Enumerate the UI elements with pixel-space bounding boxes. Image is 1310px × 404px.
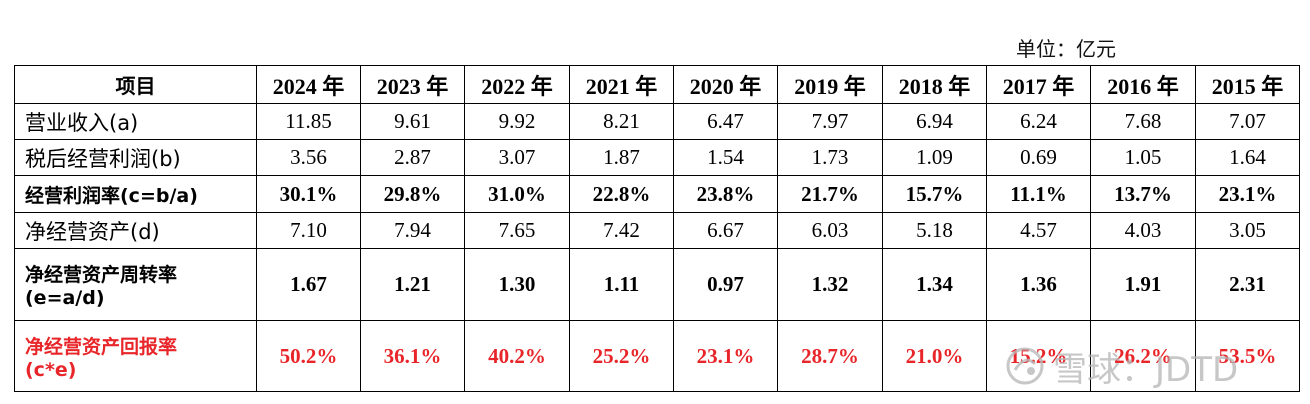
header-cell: 项目 — [14, 65, 257, 104]
table-cell: 6.67 — [673, 212, 778, 249]
table-cell: 29.8% — [360, 175, 465, 213]
table-cell: 2.31 — [1195, 248, 1300, 321]
table-cell: 28.7% — [777, 320, 883, 392]
table-cell: 6.03 — [777, 212, 883, 249]
table-cell: 36.1% — [360, 320, 465, 392]
header-cell: 2023 年 — [360, 65, 465, 104]
table-cell: 15.7% — [882, 175, 987, 213]
table-cell: 1.54 — [673, 139, 778, 176]
table-row: 净经营资产周转率 (e=a/d) 1.67 1.21 1.30 1.11 0.9… — [14, 248, 1300, 321]
table-cell: 7.65 — [464, 212, 570, 249]
table-cell: 1.91 — [1090, 248, 1196, 321]
table-cell: 7.97 — [777, 103, 883, 140]
table-cell: 2.87 — [360, 139, 465, 176]
table-cell: 6.47 — [673, 103, 778, 140]
table-row: 净经营资产回报率 (c*e) 50.2% 36.1% 40.2% 25.2% 2… — [14, 320, 1300, 392]
table-cell: 9.61 — [360, 103, 465, 140]
table-cell: 13.7% — [1090, 175, 1196, 213]
table-cell: 8.21 — [569, 103, 674, 140]
table-cell: 23.8% — [673, 175, 778, 213]
table-cell: 4.57 — [986, 212, 1091, 249]
table-cell: 6.94 — [882, 103, 987, 140]
row-label-line: (e=a/d) — [25, 287, 105, 309]
table-cell: 1.30 — [464, 248, 570, 321]
table-cell: 7.68 — [1090, 103, 1196, 140]
header-cell: 2021 年 — [569, 65, 674, 104]
table-cell: 1.87 — [569, 139, 674, 176]
row-label: 经营利润率(c=b/a) — [14, 175, 257, 213]
table-cell: 3.07 — [464, 139, 570, 176]
table-cell: 25.2% — [569, 320, 674, 392]
table-cell: 7.07 — [1195, 103, 1300, 140]
table-cell: 23.1% — [1195, 175, 1300, 213]
row-label-line: 净经营资产回报率 — [25, 335, 178, 358]
table-cell: 5.18 — [882, 212, 987, 249]
row-label: 营业收入(a) — [14, 103, 257, 140]
row-label: 净经营资产回报率 (c*e) — [14, 320, 257, 392]
table-cell: 1.73 — [777, 139, 883, 176]
table-cell: 11.1% — [986, 175, 1091, 213]
table-cell: 40.2% — [464, 320, 570, 392]
header-cell: 2015 年 — [1195, 65, 1300, 104]
header-cell: 2018 年 — [882, 65, 987, 104]
table-row: 营业收入(a) 11.85 9.61 9.92 8.21 6.47 7.97 6… — [14, 103, 1300, 140]
table-cell: 7.94 — [360, 212, 465, 249]
table-cell: 1.09 — [882, 139, 987, 176]
table-cell: 1.32 — [777, 248, 883, 321]
financial-table: 项目 2024 年 2023 年 2022 年 2021 年 2020 年 20… — [14, 65, 1300, 392]
table-cell: 1.11 — [569, 248, 674, 321]
header-cell: 2016 年 — [1090, 65, 1196, 104]
table-cell: 1.21 — [360, 248, 465, 321]
table-cell: 31.0% — [464, 175, 570, 213]
table-cell: 7.10 — [256, 212, 361, 249]
header-cell: 2024 年 — [256, 65, 361, 104]
table-cell: 21.7% — [777, 175, 883, 213]
table-cell: 1.05 — [1090, 139, 1196, 176]
header-cell: 2022 年 — [464, 65, 570, 104]
table-cell: 21.0% — [882, 320, 987, 392]
table-row: 税后经营利润(b) 3.56 2.87 3.07 1.87 1.54 1.73 … — [14, 139, 1300, 176]
header-cell: 2017 年 — [986, 65, 1091, 104]
table-cell: 7.42 — [569, 212, 674, 249]
table-cell: 26.2% — [1090, 320, 1196, 392]
table-cell: 22.8% — [569, 175, 674, 213]
table-cell: 15.2% — [986, 320, 1091, 392]
table-cell: 30.1% — [256, 175, 361, 213]
header-cell: 2020 年 — [673, 65, 778, 104]
table-cell: 0.69 — [986, 139, 1091, 176]
unit-label: 单位：亿元 — [1016, 37, 1116, 61]
table-cell: 4.03 — [1090, 212, 1196, 249]
table-cell: 9.92 — [464, 103, 570, 140]
table-row: 经营利润率(c=b/a) 30.1% 29.8% 31.0% 22.8% 23.… — [14, 175, 1300, 213]
table-row: 净经营资产(d) 7.10 7.94 7.65 7.42 6.67 6.03 5… — [14, 212, 1300, 249]
table-cell: 1.34 — [882, 248, 987, 321]
row-label-line: 净经营资产周转率 — [25, 264, 178, 286]
table-cell: 6.24 — [986, 103, 1091, 140]
header-cell: 2019 年 — [777, 65, 883, 104]
table-cell: 23.1% — [673, 320, 778, 392]
table-cell: 3.05 — [1195, 212, 1300, 249]
table-cell: 1.36 — [986, 248, 1091, 321]
table-cell: 11.85 — [256, 103, 361, 140]
table-cell: 0.97 — [673, 248, 778, 321]
table-cell: 1.64 — [1195, 139, 1300, 176]
table-cell: 50.2% — [256, 320, 361, 392]
row-label: 净经营资产周转率 (e=a/d) — [14, 248, 257, 321]
table-header-row: 项目 2024 年 2023 年 2022 年 2021 年 2020 年 20… — [14, 65, 1300, 104]
table-cell: 53.5% — [1195, 320, 1300, 392]
row-label: 净经营资产(d) — [14, 212, 257, 249]
row-label-line: (c*e) — [25, 358, 77, 381]
table-cell: 3.56 — [256, 139, 361, 176]
row-label: 税后经营利润(b) — [14, 139, 257, 176]
table-cell: 1.67 — [256, 248, 361, 321]
